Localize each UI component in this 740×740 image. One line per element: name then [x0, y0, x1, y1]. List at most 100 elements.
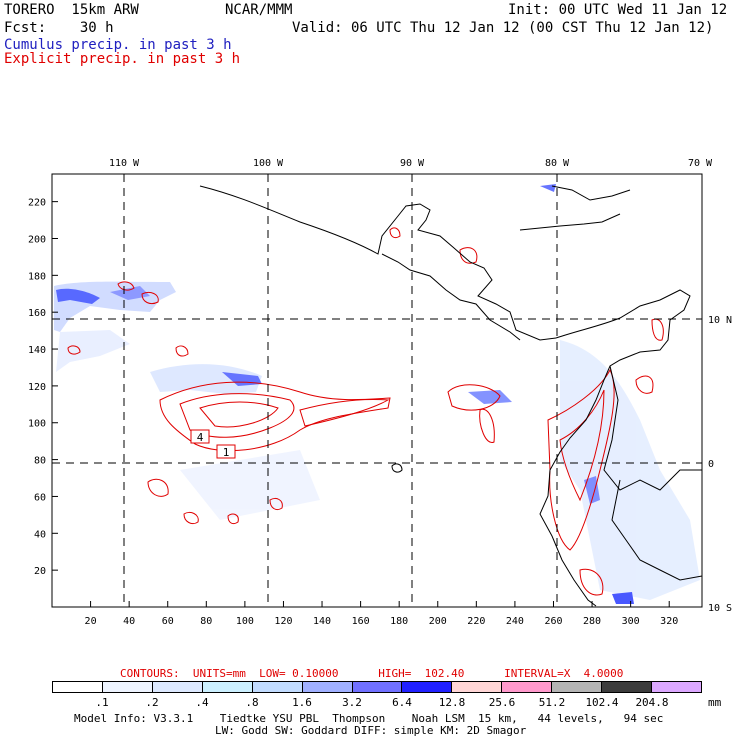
contour-cell-e2 — [651, 318, 664, 341]
legend-label: 51.2 — [538, 696, 566, 709]
x-tick-label: 280 — [583, 616, 601, 627]
y-tick-label: 140 — [28, 345, 46, 356]
x-tick-label: 240 — [506, 616, 524, 627]
contour-cell-sw1 — [147, 478, 169, 497]
cumulus-core-nw1 — [56, 288, 100, 304]
x-tick-label: 200 — [429, 616, 447, 627]
legend-units: mm — [708, 696, 722, 709]
legend-swatch — [602, 682, 653, 692]
legend-label: 102.4 — [585, 696, 619, 709]
x-tick-label: 80 — [200, 616, 212, 627]
legend-swatch — [252, 682, 303, 692]
legend-label: .2 — [145, 696, 159, 709]
contour-label-box-4 — [190, 429, 210, 444]
contour-cell-itcz — [447, 384, 501, 411]
legend-swatch — [202, 682, 253, 692]
field-explicit-label: Explicit precip. in past 3 h — [4, 51, 241, 67]
y-tick-label: 120 — [28, 382, 46, 393]
x-tick-label: 100 — [236, 616, 254, 627]
y-tick-label: 80 — [34, 456, 46, 467]
galapagos — [391, 463, 403, 473]
y-tick-label: 40 — [34, 529, 46, 540]
coast-mexico — [199, 185, 557, 341]
x-tick-label: 120 — [274, 616, 292, 627]
lon-label: 70 W — [688, 158, 713, 169]
init-time: Init: 00 UTC Wed 11 Jan 12 — [508, 2, 728, 18]
legend-swatch — [402, 682, 453, 692]
x-tick-label: 220 — [467, 616, 485, 627]
contour-cell-s2 — [269, 497, 283, 511]
x-tick-label: 260 — [544, 616, 562, 627]
contour-cell-nw2 — [141, 291, 159, 305]
model-title: TORERO 15km ARW — [4, 2, 139, 18]
y-tick-label: 220 — [28, 198, 46, 209]
contour-cell-e1 — [635, 375, 654, 394]
coast-andes — [603, 365, 702, 491]
x-axis-ticks: 20 40 60 80 100 120 140 160 180 200 220 240 260 280 30… — [85, 601, 678, 627]
legend-label: .1 — [95, 696, 109, 709]
y-tick-label: 60 — [34, 492, 46, 503]
cumulus-area-center — [150, 364, 262, 394]
contour-band-main — [159, 381, 391, 452]
y-axis-ticks: 220 200 180 160 140 120 100 80 60 40 20 — [28, 198, 58, 577]
lat-label: 0 — [708, 459, 714, 470]
y-tick-label: 100 — [28, 419, 46, 430]
coast-caribbean — [519, 213, 621, 231]
coastlines — [199, 185, 703, 607]
contour-cell-s3 — [227, 513, 239, 525]
cumulus-core-north — [540, 184, 556, 192]
contour-label-box-1 — [216, 444, 236, 459]
legend-label: 12.8 — [438, 696, 466, 709]
contour-cell-s1 — [579, 568, 604, 596]
lat-label: 10 S — [708, 603, 732, 614]
legend-label: 204.8 — [635, 696, 669, 709]
lon-label: 80 W — [545, 158, 570, 169]
cumulus-precip — [54, 184, 700, 604]
org-label: NCAR/MMM — [225, 2, 293, 18]
legend-swatch — [552, 682, 603, 692]
contour-cell-itcz2 — [479, 408, 495, 443]
graticule — [52, 174, 702, 607]
legend-swatch — [102, 682, 153, 692]
legend-label: .8 — [245, 696, 259, 709]
legend-labels: .1 .2 .4 .8 1.6 3.2 6.4 12.8 25.6 51.2 102.4 204.8 — [52, 696, 702, 709]
contour-band-inner2 — [199, 401, 279, 428]
legend-label: 1.6 — [292, 696, 312, 709]
lon-label: 90 W — [400, 158, 425, 169]
x-tick-label: 320 — [660, 616, 678, 627]
contour-label-boxes: 4 1 — [190, 429, 236, 459]
cumulus-area-west — [56, 330, 130, 372]
lon-label: 110 W — [109, 158, 140, 169]
y-tick-label: 20 — [34, 566, 46, 577]
contour-label-4: 4 — [197, 431, 204, 444]
lat-labels: 10 N 0 10 S — [708, 315, 732, 614]
contour-cell-w — [67, 345, 81, 355]
legend-swatch — [302, 682, 353, 692]
contour-cell-n1 — [389, 227, 401, 239]
x-tick-label: 180 — [390, 616, 408, 627]
x-tick-label: 300 — [622, 616, 640, 627]
y-tick-label: 200 — [28, 234, 46, 245]
coast-central-america — [381, 253, 521, 341]
x-tick-label: 20 — [85, 616, 97, 627]
y-tick-label: 180 — [28, 271, 46, 282]
cumulus-area-sa — [560, 340, 700, 600]
legend-label: 3.2 — [342, 696, 362, 709]
legend-label: .4 — [195, 696, 209, 709]
cumulus-core-sa2 — [612, 592, 634, 604]
lon-labels: 110 W 100 W 90 W 80 W 70 W — [109, 158, 713, 169]
legend-swatch — [652, 682, 701, 692]
legend-label: 25.6 — [488, 696, 516, 709]
legend-swatch — [352, 682, 403, 692]
field-cumulus-label: Cumulus precip. in past 3 h — [4, 37, 232, 53]
lat-label: 10 N — [708, 315, 732, 326]
contour-info: CONTOURS: UNITS=mm LOW= 0.10000 HIGH= 10… — [120, 667, 624, 680]
contour-cell-sw2 — [183, 511, 199, 525]
contour-band-east — [299, 399, 390, 427]
coast-south-america — [539, 289, 691, 607]
legend-swatch — [452, 682, 503, 692]
explicit-precip — [67, 227, 664, 596]
valid-time: Valid: 06 UTC Thu 12 Jan 12 (00 CST Thu … — [292, 20, 714, 36]
contour-cell-nw — [117, 281, 135, 291]
x-tick-label: 140 — [313, 616, 331, 627]
